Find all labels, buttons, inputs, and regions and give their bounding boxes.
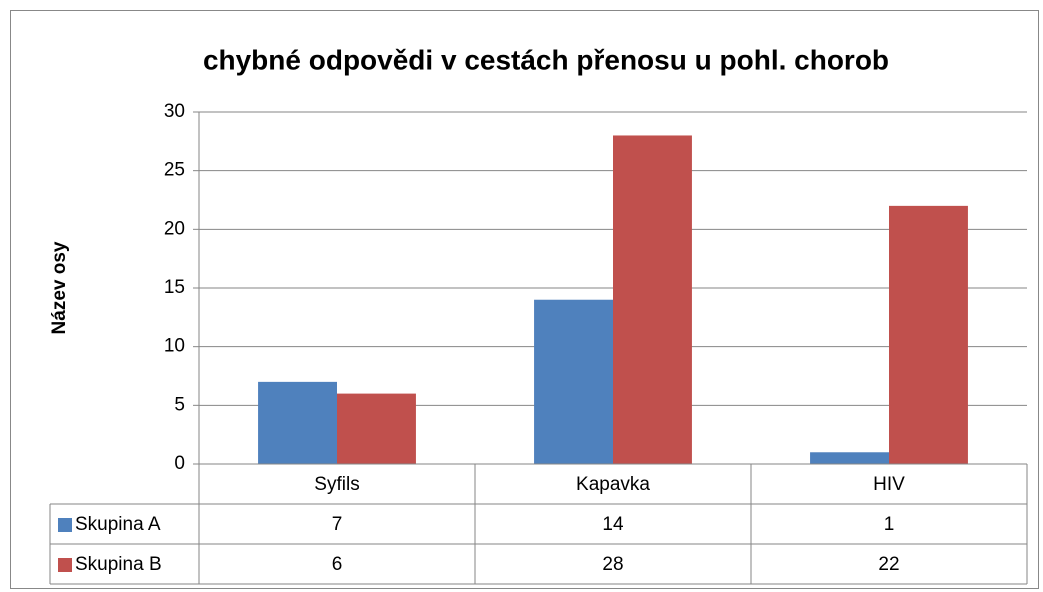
y-tick-label: 30	[164, 101, 185, 122]
y-tick-label: 15	[164, 277, 185, 298]
legend-label: Skupina B	[75, 554, 162, 575]
y-tick-label: 0	[174, 453, 185, 474]
x-tick-label: HIV	[873, 474, 905, 495]
legend-key	[58, 518, 72, 532]
y-tick-label: 10	[164, 336, 185, 357]
y-tick-label: 5	[174, 394, 185, 415]
bar	[534, 299, 613, 464]
legend-key	[58, 558, 72, 572]
y-axis-title: Název osy	[49, 241, 70, 334]
x-tick-label: Syfils	[314, 474, 359, 495]
y-tick-label: 25	[164, 160, 185, 181]
table-value: 14	[602, 514, 624, 535]
y-tick-label: 20	[164, 218, 185, 239]
table-value: 7	[332, 514, 343, 535]
table-value: 1	[884, 514, 895, 535]
table-value: 28	[602, 554, 623, 575]
bar	[258, 381, 337, 464]
x-tick-label: Kapavka	[576, 474, 650, 495]
bar	[337, 393, 416, 464]
chart-title: chybné odpovědi v cestách přenosu u pohl…	[203, 44, 889, 75]
bar	[810, 452, 889, 464]
bar	[613, 135, 692, 464]
bar	[889, 205, 968, 464]
chart-border	[10, 10, 1039, 589]
table-value: 6	[332, 554, 343, 575]
table-value: 22	[878, 554, 899, 575]
legend-label: Skupina A	[75, 514, 161, 535]
